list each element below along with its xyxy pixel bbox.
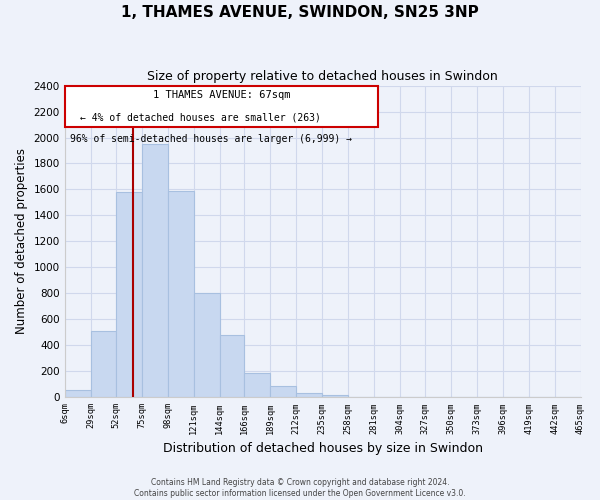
Text: Contains HM Land Registry data © Crown copyright and database right 2024.
Contai: Contains HM Land Registry data © Crown c… — [134, 478, 466, 498]
Bar — [142, 144, 168, 398]
X-axis label: Distribution of detached houses by size in Swindon: Distribution of detached houses by size … — [163, 442, 482, 455]
Text: 1 THAMES AVENUE: 67sqm: 1 THAMES AVENUE: 67sqm — [152, 90, 290, 100]
Text: 1, THAMES AVENUE, SWINDON, SN25 3NP: 1, THAMES AVENUE, SWINDON, SN25 3NP — [121, 5, 479, 20]
Bar — [244, 374, 271, 398]
FancyBboxPatch shape — [65, 86, 378, 127]
Text: ← 4% of detached houses are smaller (263): ← 4% of detached houses are smaller (263… — [80, 112, 321, 122]
Text: 96% of semi-detached houses are larger (6,999) →: 96% of semi-detached houses are larger (… — [70, 134, 352, 144]
Bar — [116, 192, 142, 398]
Bar — [271, 386, 296, 398]
Title: Size of property relative to detached houses in Swindon: Size of property relative to detached ho… — [147, 70, 498, 83]
Bar — [296, 393, 322, 398]
Y-axis label: Number of detached properties: Number of detached properties — [15, 148, 28, 334]
Bar — [194, 294, 220, 398]
Bar — [220, 335, 244, 398]
Bar — [322, 394, 348, 398]
Bar — [91, 331, 116, 398]
Bar — [65, 390, 91, 398]
Bar — [168, 191, 194, 398]
